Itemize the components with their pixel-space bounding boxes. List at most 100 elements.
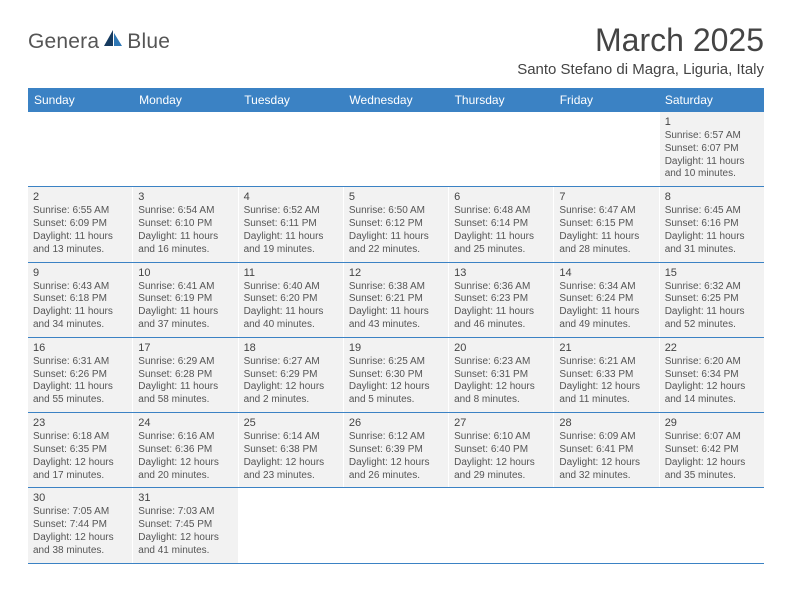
day-number: 15 [665,266,759,280]
day-header-thursday: Thursday [449,88,554,112]
day-number: 22 [665,341,759,355]
logo-text-b: Blue [127,30,170,54]
day-cell: 27Sunrise: 6:10 AMSunset: 6:40 PMDayligh… [449,413,554,487]
sunrise-text: Sunrise: 6:09 AM [559,431,653,444]
sunrise-text: Sunrise: 6:20 AM [665,356,759,369]
empty-cell [133,112,238,186]
daylight-text: Daylight: 12 hours and 23 minutes. [244,457,338,483]
day-number: 16 [33,341,127,355]
day-number: 1 [665,115,759,129]
day-number: 29 [665,416,759,430]
day-header-sunday: Sunday [28,88,133,112]
sunrise-text: Sunrise: 6:48 AM [454,205,548,218]
empty-cell [660,488,764,562]
day-number: 11 [244,266,338,280]
sunset-text: Sunset: 6:15 PM [559,218,653,231]
day-number: 23 [33,416,127,430]
day-number: 21 [559,341,653,355]
day-cell: 25Sunrise: 6:14 AMSunset: 6:38 PMDayligh… [239,413,344,487]
daylight-text: Daylight: 11 hours and 10 minutes. [665,156,759,182]
day-header-saturday: Saturday [659,88,764,112]
day-number: 31 [138,491,232,505]
empty-cell [239,488,344,562]
day-number: 8 [665,190,759,204]
sunset-text: Sunset: 7:44 PM [33,519,127,532]
daylight-text: Daylight: 12 hours and 29 minutes. [454,457,548,483]
sunrise-text: Sunrise: 6:38 AM [349,281,443,294]
sunrise-text: Sunrise: 6:18 AM [33,431,127,444]
daylight-text: Daylight: 12 hours and 11 minutes. [559,381,653,407]
sunset-text: Sunset: 6:12 PM [349,218,443,231]
sunrise-text: Sunrise: 6:55 AM [33,205,127,218]
daylight-text: Daylight: 12 hours and 38 minutes. [33,532,127,558]
sunset-text: Sunset: 6:33 PM [559,369,653,382]
week-row: 2Sunrise: 6:55 AMSunset: 6:09 PMDaylight… [28,187,764,262]
day-cell: 1Sunrise: 6:57 AMSunset: 6:07 PMDaylight… [660,112,764,186]
day-cell: 9Sunrise: 6:43 AMSunset: 6:18 PMDaylight… [28,263,133,337]
logo-text-a: Genera [28,30,99,54]
day-header-row: SundayMondayTuesdayWednesdayThursdayFrid… [28,88,764,112]
day-cell: 3Sunrise: 6:54 AMSunset: 6:10 PMDaylight… [133,187,238,261]
sunrise-text: Sunrise: 6:41 AM [138,281,232,294]
day-number: 30 [33,491,127,505]
day-number: 13 [454,266,548,280]
sunset-text: Sunset: 6:10 PM [138,218,232,231]
day-number: 5 [349,190,443,204]
sunset-text: Sunset: 6:31 PM [454,369,548,382]
sunset-text: Sunset: 6:21 PM [349,293,443,306]
sunrise-text: Sunrise: 6:12 AM [349,431,443,444]
daylight-text: Daylight: 11 hours and 52 minutes. [665,306,759,332]
day-cell: 13Sunrise: 6:36 AMSunset: 6:23 PMDayligh… [449,263,554,337]
sunrise-text: Sunrise: 6:45 AM [665,205,759,218]
day-header-wednesday: Wednesday [343,88,448,112]
sunset-text: Sunset: 6:19 PM [138,293,232,306]
day-cell: 8Sunrise: 6:45 AMSunset: 6:16 PMDaylight… [660,187,764,261]
sunset-text: Sunset: 6:20 PM [244,293,338,306]
sunrise-text: Sunrise: 7:03 AM [138,506,232,519]
day-cell: 23Sunrise: 6:18 AMSunset: 6:35 PMDayligh… [28,413,133,487]
week-row: 30Sunrise: 7:05 AMSunset: 7:44 PMDayligh… [28,488,764,563]
day-cell: 20Sunrise: 6:23 AMSunset: 6:31 PMDayligh… [449,338,554,412]
sunset-text: Sunset: 6:36 PM [138,444,232,457]
day-cell: 18Sunrise: 6:27 AMSunset: 6:29 PMDayligh… [239,338,344,412]
daylight-text: Daylight: 12 hours and 5 minutes. [349,381,443,407]
sunset-text: Sunset: 6:41 PM [559,444,653,457]
daylight-text: Daylight: 11 hours and 13 minutes. [33,231,127,257]
sunset-text: Sunset: 6:40 PM [454,444,548,457]
day-cell: 22Sunrise: 6:20 AMSunset: 6:34 PMDayligh… [660,338,764,412]
daylight-text: Daylight: 11 hours and 28 minutes. [559,231,653,257]
day-cell: 26Sunrise: 6:12 AMSunset: 6:39 PMDayligh… [344,413,449,487]
sunset-text: Sunset: 6:42 PM [665,444,759,457]
daylight-text: Daylight: 12 hours and 17 minutes. [33,457,127,483]
sunset-text: Sunset: 6:25 PM [665,293,759,306]
daylight-text: Daylight: 11 hours and 25 minutes. [454,231,548,257]
day-cell: 7Sunrise: 6:47 AMSunset: 6:15 PMDaylight… [554,187,659,261]
day-number: 6 [454,190,548,204]
day-cell: 28Sunrise: 6:09 AMSunset: 6:41 PMDayligh… [554,413,659,487]
sunset-text: Sunset: 7:45 PM [138,519,232,532]
daylight-text: Daylight: 12 hours and 2 minutes. [244,381,338,407]
day-cell: 11Sunrise: 6:40 AMSunset: 6:20 PMDayligh… [239,263,344,337]
sunset-text: Sunset: 6:39 PM [349,444,443,457]
sunrise-text: Sunrise: 6:34 AM [559,281,653,294]
daylight-text: Daylight: 11 hours and 58 minutes. [138,381,232,407]
sunrise-text: Sunrise: 6:27 AM [244,356,338,369]
daylight-text: Daylight: 12 hours and 14 minutes. [665,381,759,407]
empty-cell [344,488,449,562]
day-cell: 21Sunrise: 6:21 AMSunset: 6:33 PMDayligh… [554,338,659,412]
day-number: 4 [244,190,338,204]
logo-sail-icon [102,28,124,55]
day-cell: 17Sunrise: 6:29 AMSunset: 6:28 PMDayligh… [133,338,238,412]
day-number: 26 [349,416,443,430]
day-number: 14 [559,266,653,280]
daylight-text: Daylight: 12 hours and 41 minutes. [138,532,232,558]
empty-cell [449,488,554,562]
day-number: 12 [349,266,443,280]
daylight-text: Daylight: 11 hours and 19 minutes. [244,231,338,257]
sunrise-text: Sunrise: 6:29 AM [138,356,232,369]
daylight-text: Daylight: 12 hours and 35 minutes. [665,457,759,483]
calendar-weeks: 1Sunrise: 6:57 AMSunset: 6:07 PMDaylight… [28,112,764,564]
sunset-text: Sunset: 6:11 PM [244,218,338,231]
day-cell: 10Sunrise: 6:41 AMSunset: 6:19 PMDayligh… [133,263,238,337]
day-cell: 30Sunrise: 7:05 AMSunset: 7:44 PMDayligh… [28,488,133,562]
